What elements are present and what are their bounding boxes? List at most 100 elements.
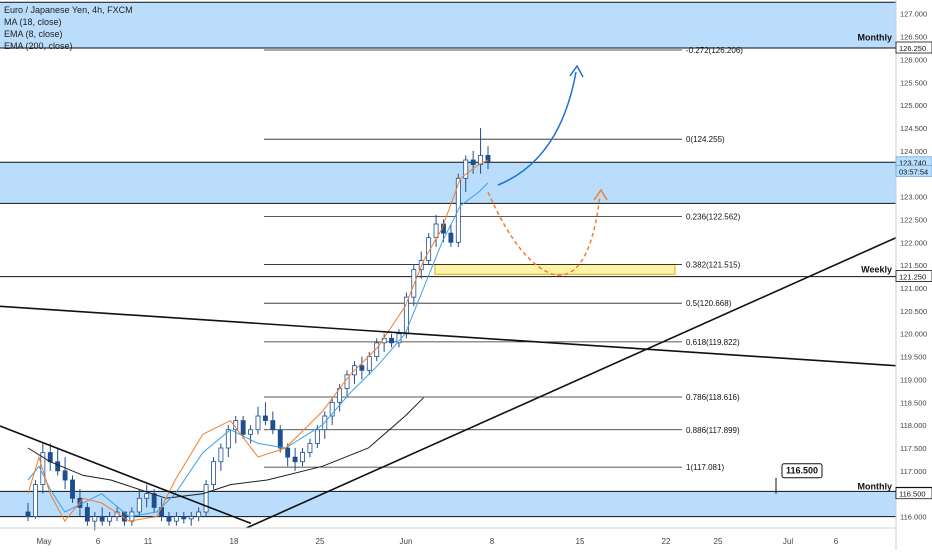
candle-body (55, 461, 61, 472)
candle-body (470, 159, 476, 165)
fib-label-1: 0(124.255) (686, 135, 725, 144)
candle-body (107, 516, 113, 522)
x-tick-label: 25 (714, 537, 723, 546)
x-tick-label: 15 (576, 537, 585, 546)
candle-body (262, 415, 268, 421)
price-tag-label-0: 126.250 (899, 44, 926, 53)
candle-body (92, 516, 98, 522)
candle-body (448, 232, 454, 243)
candle-body (84, 507, 90, 522)
candle-body (99, 516, 105, 522)
candle-body (485, 155, 491, 164)
ema200-line (27, 397, 424, 499)
y-tick-label: 119.500 (900, 353, 927, 362)
legend-ema200: EMA (200, close) (4, 41, 73, 51)
y-tick-label: 126.500 (900, 33, 927, 42)
y-tick-label: 120.500 (900, 307, 927, 316)
callout-box (781, 463, 823, 479)
legend-ema8: EMA (8, close) (4, 29, 63, 39)
candle-body (70, 479, 75, 499)
candle-body (62, 470, 68, 481)
fib-label-4: 0.5(120.668) (686, 299, 732, 308)
candle-body (173, 516, 179, 522)
fib-label-0: -0.272(126.206) (686, 46, 743, 55)
x-tick-label: 22 (662, 537, 671, 546)
ma18-line (27, 182, 489, 518)
candle-body (32, 484, 38, 517)
candle-body (300, 452, 305, 463)
price-tag-label-2: 03:57:54 (899, 167, 928, 176)
candle-body (270, 420, 276, 431)
price-tag-5 (895, 487, 932, 500)
candle-body (188, 516, 194, 520)
candle-body (359, 365, 365, 371)
price-tag-label-5: 116.500 (899, 490, 926, 499)
y-tick-label: 123.000 (900, 193, 927, 202)
y-tick-label: 119.000 (900, 375, 927, 384)
candle-body (136, 497, 142, 513)
candle-body (285, 447, 291, 458)
fib-highlight-box (434, 263, 676, 275)
y-tick-label: 120.000 (900, 330, 927, 339)
legend-title: Euro / Japanese Yen, 4h, FXCM (4, 5, 133, 15)
y-tick-label: 118.500 (900, 398, 927, 407)
candle-body (218, 447, 224, 463)
zone-label-2: Monthly (858, 481, 893, 491)
ema8-line (27, 159, 489, 523)
price-tag-3 (895, 270, 932, 282)
x-tick-label: Jun (400, 537, 413, 546)
candle-body (411, 269, 417, 298)
y-tick-label: 121.500 (900, 261, 927, 270)
candle-body (314, 429, 320, 444)
price-tag-0 (895, 41, 932, 54)
trendline-0 (0, 305, 897, 367)
y-tick-label: 124.000 (900, 147, 927, 156)
legend-ma18: MA (18, close) (4, 17, 62, 27)
y-tick-label: 122.500 (900, 215, 927, 224)
zone-1 (0, 162, 896, 204)
level-label-0: Weekly (861, 265, 892, 275)
x-tick-label: 6 (834, 537, 839, 546)
x-tick-label: 18 (230, 537, 239, 546)
candle-body (181, 516, 187, 520)
fib-label-6: 0.786(118.616) (686, 393, 740, 402)
y-tick-label: 125.000 (900, 101, 927, 110)
bull-projection-arrow (497, 71, 577, 186)
candle-body (418, 260, 424, 271)
y-tick-label: 122.000 (900, 238, 927, 247)
y-tick-label: 117.500 (900, 444, 927, 453)
bear-arrowhead (593, 188, 608, 201)
trendline-1 (0, 425, 252, 525)
y-tick-label: 118.000 (900, 421, 927, 430)
candle-body (478, 155, 484, 165)
callout-label: 116.500 (786, 466, 818, 476)
fib-label-2: 0.236(122.562) (686, 213, 741, 222)
candle-body (166, 516, 172, 522)
fib-label-5: 0.618(119.822) (686, 338, 740, 347)
candle-body (25, 511, 31, 517)
candle-body (307, 443, 313, 453)
candle-body (225, 429, 231, 449)
fib-label-8: 1(117.081) (686, 463, 724, 472)
bull-arrowhead (569, 64, 584, 78)
y-tick-label: 126.000 (900, 55, 927, 64)
candle-body (151, 493, 157, 508)
candle-body (463, 159, 469, 179)
trendline-2 (246, 236, 897, 529)
candle-body (240, 420, 246, 435)
y-tick-label: 127.000 (900, 10, 927, 19)
y-tick-label: 124.500 (900, 124, 927, 133)
candle-body (277, 429, 283, 449)
candle-body (433, 223, 439, 239)
zone-2 (0, 491, 896, 517)
fib-label-7: 0.886(117.899) (686, 426, 740, 435)
x-tick-label: 11 (144, 537, 153, 546)
candle-body (196, 511, 202, 517)
bear-projection-arrow (487, 191, 601, 276)
zone-label-0: Monthly (858, 32, 893, 42)
y-tick-label: 121.000 (900, 284, 927, 293)
price-tag-2 (895, 165, 932, 177)
candle-body (389, 337, 394, 344)
